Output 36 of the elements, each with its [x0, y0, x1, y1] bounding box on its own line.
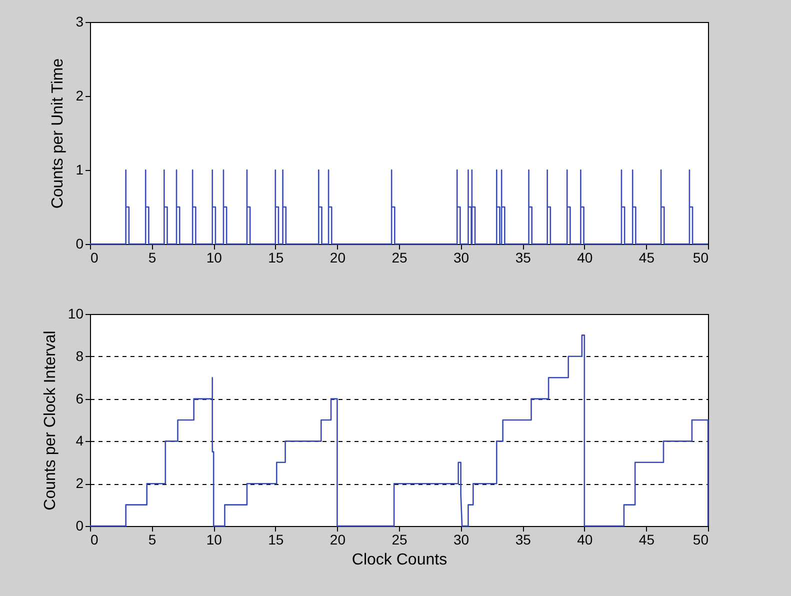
- x-tick-label: 50: [692, 532, 709, 548]
- x-tick-label: 25: [392, 250, 408, 266]
- x-tick-label: 30: [454, 250, 470, 266]
- x-tick-label: 30: [454, 532, 470, 548]
- y-tick-label: 4: [76, 432, 84, 449]
- y-tick-label: 10: [68, 306, 84, 322]
- x-tick-label: 0: [90, 532, 98, 548]
- y-tick-label: 3: [76, 14, 84, 30]
- y-tick-label: 2: [76, 88, 84, 104]
- y-tick-label: 6: [76, 390, 84, 406]
- y-tick-label: 0: [76, 236, 84, 252]
- x-tick-label: 25: [392, 532, 408, 548]
- y-tick-label: 1: [76, 162, 84, 178]
- x-tick-label: 5: [148, 250, 156, 266]
- x-tick-label: 20: [330, 532, 346, 548]
- x-tick-label: 45: [638, 250, 655, 266]
- x-tick-label: 10: [206, 532, 222, 548]
- x-tick-label: 10: [206, 250, 222, 266]
- line-series: [89, 334, 709, 527]
- x-tick-label: 35: [515, 532, 532, 548]
- y-axis-title: Counts per Unit Time: [50, 58, 67, 209]
- x-axis-title: Clock Counts: [352, 552, 448, 568]
- x-tick-label: 35: [515, 250, 532, 266]
- x-tick-label: 5: [148, 532, 156, 548]
- y-axis-title: Counts per Clock Interval: [42, 330, 59, 510]
- x-tick-label: 40: [577, 532, 593, 548]
- x-tick-label: 45: [638, 532, 655, 548]
- x-tick-label: 50: [692, 250, 709, 266]
- x-tick-label: 20: [330, 250, 346, 266]
- x-tick-label: 15: [268, 250, 284, 266]
- y-tick-label: 0: [76, 518, 84, 534]
- x-tick-label: 15: [268, 532, 284, 548]
- x-tick-label: 0: [90, 250, 98, 266]
- y-tick-label: 2: [76, 475, 84, 492]
- y-tick-label: 8: [76, 348, 84, 364]
- x-tick-label: 40: [577, 250, 593, 266]
